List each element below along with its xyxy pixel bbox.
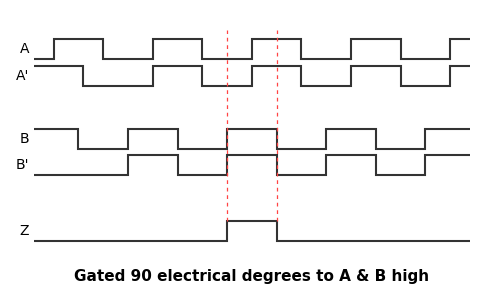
Text: B': B': [16, 158, 29, 172]
Text: A': A': [16, 68, 29, 83]
Text: Z: Z: [20, 223, 29, 238]
Text: B: B: [20, 131, 29, 146]
Text: Gated 90 electrical degrees to A & B high: Gated 90 electrical degrees to A & B hig…: [74, 269, 428, 284]
Text: A: A: [20, 42, 29, 56]
